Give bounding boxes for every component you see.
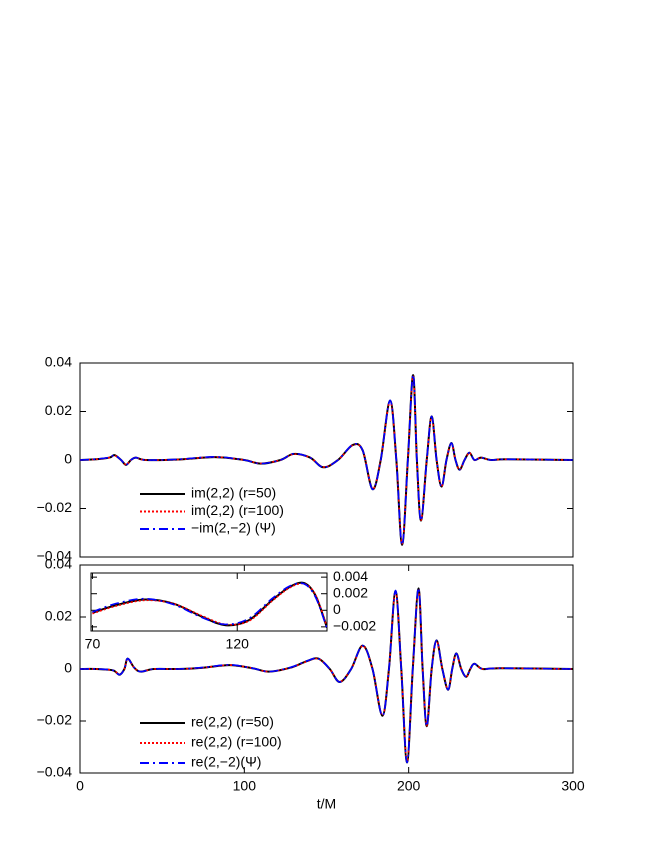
x-tick-label: 70 <box>85 636 101 652</box>
series-line <box>80 373 573 546</box>
y-tick-label: 0.02 <box>45 608 72 624</box>
legend-label: −im(2,−2) (Ψ) <box>191 520 276 536</box>
y-tick-label: 0 <box>64 660 72 676</box>
series-line <box>80 587 573 764</box>
y-tick-label: −0.002 <box>333 618 376 634</box>
y-tick-label: −0.02 <box>37 499 73 515</box>
legend-label: re(2,−2)(Ψ) <box>191 754 261 770</box>
x-tick-label: 0 <box>76 778 84 794</box>
y-tick-label: −0.04 <box>37 764 73 780</box>
y-tick-label: −0.02 <box>37 712 73 728</box>
legend-label: re(2,2) (r=100) <box>191 734 282 750</box>
legend-label: im(2,2) (r=100) <box>191 502 284 518</box>
y-tick-label: −0.04 <box>37 548 73 564</box>
y-tick-label: 0 <box>64 451 72 467</box>
x-tick-label: 120 <box>226 636 250 652</box>
legend-label: im(2,2) (r=50) <box>191 485 276 501</box>
y-tick-label: 0.04 <box>45 556 72 572</box>
series-line <box>92 581 327 629</box>
y-tick-label: 0.04 <box>45 354 72 370</box>
legend-label: re(2,2) (r=50) <box>191 714 274 730</box>
y-tick-label: 0.004 <box>333 568 368 584</box>
y-tick-label: 0 <box>333 601 341 617</box>
x-tick-label: 300 <box>561 778 585 794</box>
x-axis-label: t/M <box>317 796 336 812</box>
y-tick-label: 0.02 <box>45 402 72 418</box>
x-tick-label: 100 <box>233 778 257 794</box>
x-tick-label: 200 <box>397 778 421 794</box>
y-tick-label: 0.002 <box>333 584 368 600</box>
series-line <box>92 582 327 629</box>
